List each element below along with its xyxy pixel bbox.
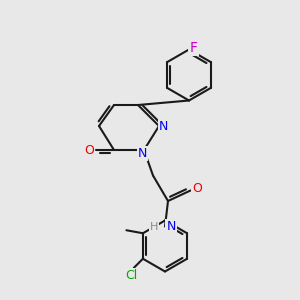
Text: O: O: [85, 143, 94, 157]
Text: N: N: [166, 220, 176, 233]
Text: Cl: Cl: [125, 269, 137, 282]
Text: O: O: [192, 182, 202, 196]
Text: F: F: [190, 41, 197, 55]
Text: H: H: [149, 221, 158, 232]
Text: N: N: [138, 147, 147, 160]
Text: N: N: [159, 119, 168, 133]
